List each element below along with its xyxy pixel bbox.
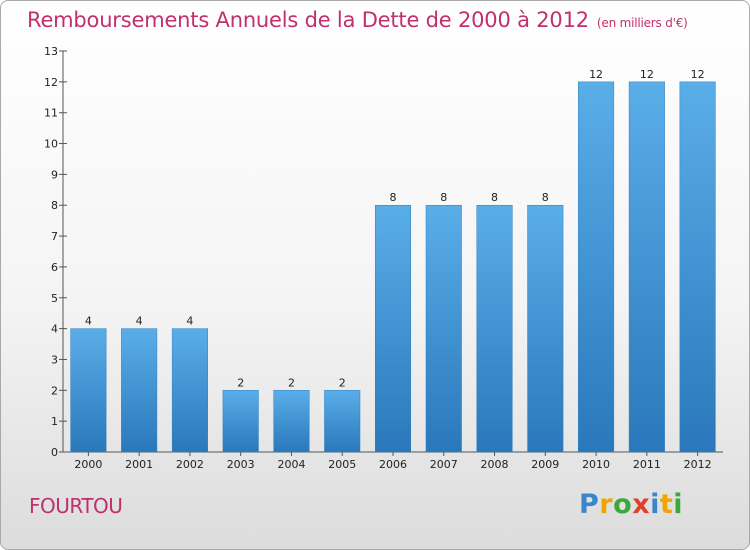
data-label: 4 (136, 315, 143, 328)
logo-letter: P (579, 489, 600, 520)
x-tick-label: 2005 (328, 458, 356, 471)
y-tick-label: 9 (51, 168, 58, 181)
y-tick-label: 1 (51, 415, 58, 428)
x-ticks: 2000 2001 2002 2003 2004 2005 2006 2007 2008 2009… (74, 452, 712, 471)
data-labels: 4 4 4 2 2 2 8 8 8 8 12 12 12 (85, 68, 705, 389)
x-tick-label: 2004 (277, 458, 305, 471)
x-tick-label: 2002 (176, 458, 204, 471)
bar (171, 328, 208, 453)
y-tick-label: 2 (51, 384, 58, 397)
x-tick-label: 2007 (430, 458, 458, 471)
chart-title: Remboursements Annuels de la Dette de 20… (27, 8, 688, 32)
x-tick-label: 2011 (633, 458, 661, 471)
data-label: 12 (691, 68, 705, 81)
chart-title-text: Remboursements Annuels de la Dette de 20… (27, 8, 589, 32)
bar (222, 390, 259, 453)
bar (374, 204, 412, 453)
data-label: 8 (542, 191, 549, 204)
data-label: 8 (440, 191, 447, 204)
bar (578, 81, 615, 453)
y-tick-label: 6 (51, 261, 58, 274)
y-tick-label: 3 (51, 353, 58, 366)
y-tick-label: 0 (51, 446, 58, 459)
data-label: 4 (186, 315, 193, 328)
bar (476, 204, 513, 453)
proxiti-logo: Proxiti (579, 489, 683, 520)
bars (70, 81, 716, 453)
x-tick-label: 2006 (379, 458, 407, 471)
logo-letter: x (632, 489, 651, 520)
bar (324, 390, 361, 453)
data-label: 2 (339, 376, 346, 389)
data-label: 12 (640, 68, 654, 81)
y-tick-label: 11 (44, 107, 58, 120)
bar (273, 390, 310, 453)
logo-letter: i (650, 489, 660, 520)
bar (70, 328, 107, 453)
x-tick-label: 2010 (582, 458, 610, 471)
bar (679, 81, 716, 453)
y-tick-label: 10 (44, 138, 58, 151)
logo-letter: r (599, 489, 614, 520)
x-tick-label: 2009 (531, 458, 559, 471)
y-tick-label: 8 (51, 199, 58, 212)
place-name: FOURTOU (29, 494, 123, 518)
data-label: 2 (237, 376, 244, 389)
logo-letter: i (673, 489, 684, 520)
data-label: 8 (390, 191, 397, 204)
logo-letter: o (613, 489, 633, 520)
y-tick-label: 12 (44, 76, 58, 89)
x-tick-label: 2012 (684, 458, 712, 471)
y-tick-label: 13 (44, 45, 58, 58)
bar (121, 328, 158, 453)
data-label: 2 (288, 376, 295, 389)
x-tick-label: 2001 (125, 458, 153, 471)
y-tick-label: 7 (51, 230, 58, 243)
chart-unit: (en milliers d'€) (596, 16, 688, 30)
data-label: 8 (491, 191, 498, 204)
y-tick-label: 5 (51, 292, 58, 305)
bar (628, 81, 665, 453)
x-tick-label: 2000 (74, 458, 102, 471)
data-label: 12 (589, 68, 603, 81)
bar (425, 204, 462, 453)
data-label: 4 (85, 315, 92, 328)
bar (527, 204, 564, 453)
x-tick-label: 2008 (481, 458, 509, 471)
logo-letter: t (659, 489, 674, 520)
y-tick-label: 4 (51, 323, 58, 336)
x-tick-label: 2003 (227, 458, 255, 471)
